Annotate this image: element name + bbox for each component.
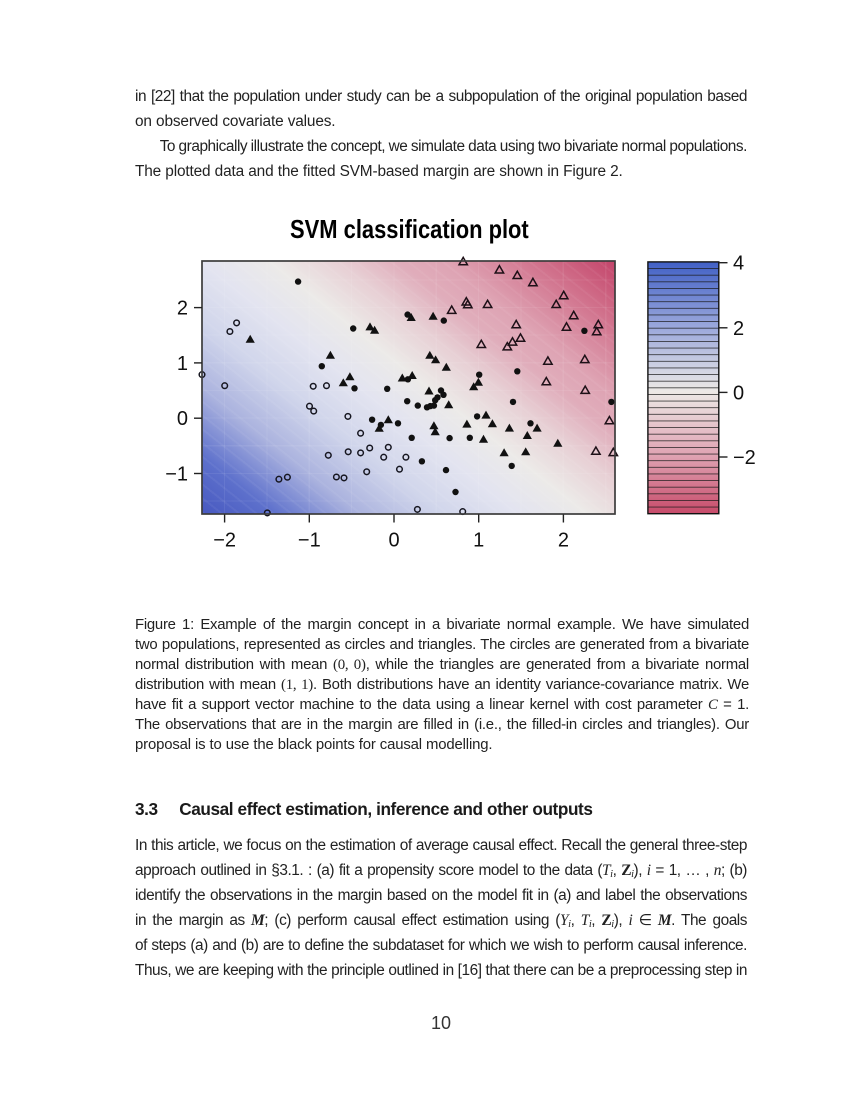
svg-text:2: 2 (733, 318, 744, 340)
svg-text:1: 1 (177, 353, 188, 375)
svg-text:−2: −2 (213, 530, 236, 552)
svg-text:SVM classification plot: SVM classification plot (290, 215, 529, 244)
svg-text:−1: −1 (298, 530, 321, 552)
svg-text:0: 0 (733, 382, 744, 404)
svg-text:0: 0 (388, 530, 399, 552)
svg-text:−2: −2 (733, 447, 756, 469)
svg-text:2: 2 (177, 298, 188, 320)
svg-text:0: 0 (177, 408, 188, 430)
svg-text:4: 4 (733, 253, 744, 275)
svg-text:−1: −1 (165, 464, 188, 486)
svg-text:2: 2 (558, 530, 569, 552)
svg-text:1: 1 (473, 530, 484, 552)
